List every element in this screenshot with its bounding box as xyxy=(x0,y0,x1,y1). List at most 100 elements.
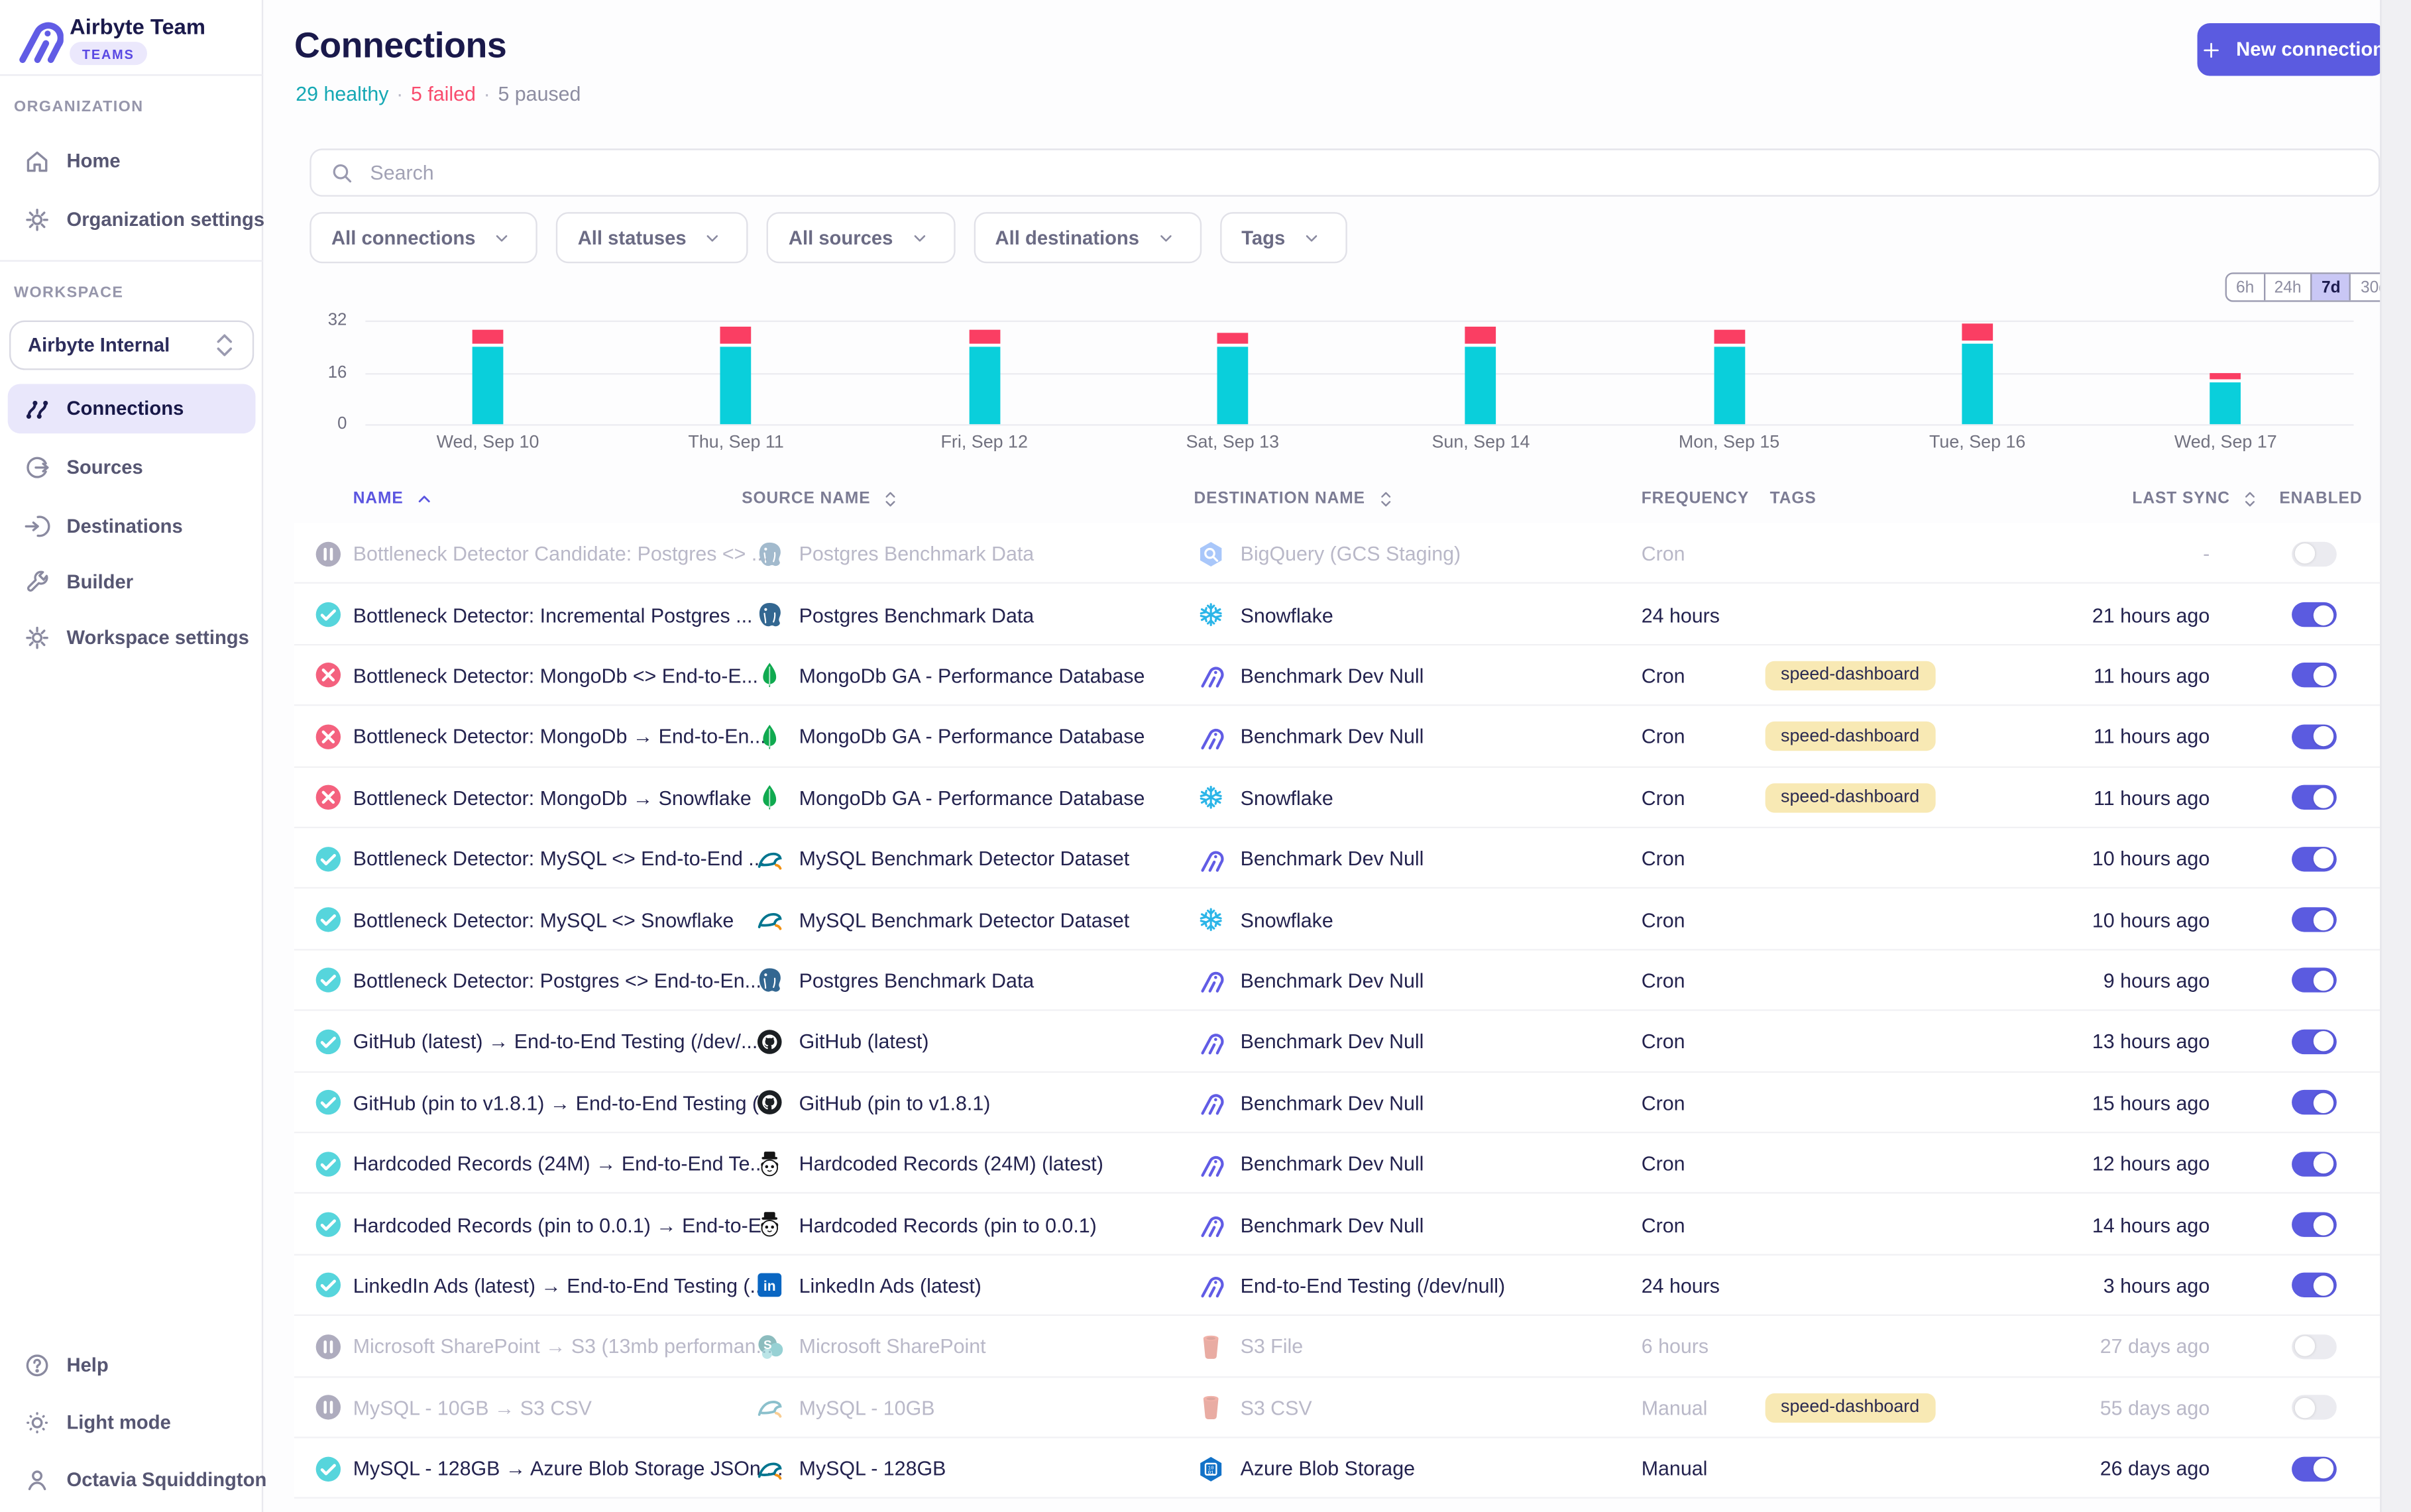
chart-bar-failed[interactable] xyxy=(472,330,504,344)
enabled-toggle[interactable] xyxy=(2292,785,2337,810)
enabled-toggle[interactable] xyxy=(2292,663,2337,688)
chart-bar-succeeded[interactable] xyxy=(2210,382,2241,425)
destination-cell xyxy=(1197,1377,1225,1438)
column-header-last_sync[interactable]: LAST SYNC xyxy=(2132,489,2264,508)
s3-icon xyxy=(1197,1332,1225,1360)
chart-bar-failed[interactable] xyxy=(2210,372,2241,379)
new-connection-button[interactable]: New connection xyxy=(2197,23,2385,76)
time-range-option-7d[interactable]: 7d xyxy=(2310,274,2350,301)
connection-row[interactable]: Hardcoded Records (24M) → End-to-End Te.… xyxy=(294,1133,2381,1195)
status-cell xyxy=(315,645,341,706)
connection-row[interactable]: LinkedIn Ads (latest) → End-to-End Testi… xyxy=(294,1255,2381,1317)
connection-row[interactable]: Bottleneck Detector: MongoDb → End-to-En… xyxy=(294,706,2381,767)
filter-dropdown-tags[interactable]: Tags xyxy=(1219,212,1347,264)
tag-chip[interactable]: speed-dashboard xyxy=(1765,783,1935,813)
chart-xlabel: Tue, Sep 16 xyxy=(1929,433,2026,453)
scrollbar-track[interactable] xyxy=(2380,0,2411,1512)
connection-row[interactable]: Bottleneck Detector: Postgres <> End-to-… xyxy=(294,950,2381,1012)
destination-cell xyxy=(1197,1194,1225,1255)
enabled-toggle[interactable] xyxy=(2292,846,2337,871)
chart-bar-failed[interactable] xyxy=(968,330,1000,344)
column-header-frequency[interactable]: FREQUENCY xyxy=(1642,489,1749,508)
team-switcher-icon[interactable] xyxy=(226,23,254,51)
sidebar-item-help[interactable]: Help xyxy=(8,1340,256,1390)
enabled-toggle[interactable] xyxy=(2292,1395,2337,1421)
connection-row[interactable]: Bottleneck Detector: MySQL <> Snowflake M… xyxy=(294,889,2381,951)
chart-bar-succeeded[interactable] xyxy=(472,346,504,425)
chart-bar-succeeded[interactable] xyxy=(1465,346,1496,425)
column-header-enabled[interactable]: ENABLED xyxy=(2279,489,2362,508)
connections-icon xyxy=(23,395,51,423)
chart-bar-failed[interactable] xyxy=(1713,330,1745,344)
sidebar-item-light-mode[interactable]: Light mode xyxy=(8,1398,256,1448)
sidebar-item-builder[interactable]: Builder xyxy=(8,557,256,607)
connection-row[interactable]: Bottleneck Detector Candidate: Postgres … xyxy=(294,523,2381,584)
column-header-destination[interactable]: DESTINATION NAME xyxy=(1194,489,1399,508)
connection-row[interactable]: Bottleneck Detector: Incremental Postgre… xyxy=(294,584,2381,645)
chart-bar-succeeded[interactable] xyxy=(1962,343,1993,425)
connection-row[interactable]: Bottleneck Detector: MongoDb → Snowflake… xyxy=(294,767,2381,829)
status-cell xyxy=(315,889,341,950)
filter-dropdown-all-statuses[interactable]: All statuses xyxy=(556,212,749,264)
column-header-name[interactable]: NAME xyxy=(353,489,437,508)
enabled-toggle[interactable] xyxy=(2292,602,2337,627)
sidebar-item-organization-settings[interactable]: Organization settings xyxy=(8,195,264,244)
column-header-source[interactable]: SOURCE NAME xyxy=(742,489,905,508)
enabled-toggle[interactable] xyxy=(2292,541,2337,567)
plus-icon xyxy=(2198,40,2225,60)
filter-dropdown-all-destinations[interactable]: All destinations xyxy=(973,212,1202,264)
last-sync-value: 14 hours ago xyxy=(2092,1213,2210,1236)
enabled-toggle[interactable] xyxy=(2292,1456,2337,1482)
enabled-toggle[interactable] xyxy=(2292,968,2337,993)
sidebar-item-connections[interactable]: Connections xyxy=(7,384,256,434)
sidebar-item-sources[interactable]: Sources xyxy=(8,443,256,492)
tag-chip[interactable]: speed-dashboard xyxy=(1765,1393,1935,1423)
column-header-tags[interactable]: TAGS xyxy=(1770,489,1817,508)
search-input[interactable] xyxy=(370,161,2379,185)
filter-dropdown-all-sources[interactable]: All sources xyxy=(767,212,955,264)
enabled-toggle[interactable] xyxy=(2292,1029,2337,1054)
connection-row[interactable]: GitHub (latest) → End-to-End Testing (/d… xyxy=(294,1011,2381,1073)
connection-row[interactable]: Bottleneck Detector: MongoDb <> End-to-E… xyxy=(294,645,2381,706)
tag-chip[interactable]: speed-dashboard xyxy=(1765,722,1935,752)
enabled-toggle[interactable] xyxy=(2292,1334,2337,1360)
enabled-toggle[interactable] xyxy=(2292,1151,2337,1177)
last-sync-value: 3 hours ago xyxy=(2103,1273,2210,1297)
frequency-value: 24 hours xyxy=(1641,603,1720,627)
time-range-option-24h[interactable]: 24h xyxy=(2263,274,2310,301)
sidebar-item-destinations[interactable]: Destinations xyxy=(8,502,256,551)
failed-status-icon xyxy=(315,663,341,688)
chart-bar-failed[interactable] xyxy=(1465,327,1496,344)
connection-row[interactable]: GitHub (pin to v1.8.1) → End-to-End Test… xyxy=(294,1072,2381,1134)
filter-dropdown-all-connections[interactable]: All connections xyxy=(309,212,537,264)
connection-row[interactable]: Bottleneck Detector: MySQL <> End-to-End… xyxy=(294,828,2381,890)
destination-cell xyxy=(1197,767,1225,828)
hardcoded-records-icon xyxy=(756,1211,783,1238)
chart-bar-failed[interactable] xyxy=(1962,323,1993,341)
chart-bar-failed[interactable] xyxy=(1217,333,1249,344)
tag-chip[interactable]: speed-dashboard xyxy=(1765,661,1935,691)
source-cell: S xyxy=(756,1316,783,1377)
chart-bar-succeeded[interactable] xyxy=(968,346,1000,425)
sidebar-item-home[interactable]: Home xyxy=(8,136,256,186)
destination-cell xyxy=(1197,1255,1225,1316)
workspace-selector[interactable]: Airbyte Internal xyxy=(9,320,254,370)
chart-bar-failed[interactable] xyxy=(720,327,752,344)
chart-bar-succeeded[interactable] xyxy=(1713,346,1745,425)
enabled-toggle[interactable] xyxy=(2292,724,2337,749)
chart-bar-succeeded[interactable] xyxy=(1217,346,1249,425)
sidebar-item-user[interactable]: Octavia Squiddington xyxy=(8,1455,266,1505)
time-range-option-6h[interactable]: 6h xyxy=(2235,278,2255,297)
connection-row[interactable]: MySQL - 10GB → S3 CSV MySQL - 10GB S3 CSV M… xyxy=(294,1377,2381,1438)
enabled-toggle[interactable] xyxy=(2292,1090,2337,1115)
connection-row[interactable]: Hardcoded Records (pin to 0.0.1) → End-t… xyxy=(294,1194,2381,1256)
enabled-toggle[interactable] xyxy=(2292,1273,2337,1299)
chart-bar-succeeded[interactable] xyxy=(720,346,752,425)
enabled-toggle[interactable] xyxy=(2292,907,2337,932)
enabled-toggle[interactable] xyxy=(2292,1212,2337,1238)
toggle-knob xyxy=(2313,604,2334,625)
connection-row[interactable]: MySQL - 128GB → Azure Blob Storage JSOn … xyxy=(294,1438,2381,1499)
airbyte-icon xyxy=(1197,967,1225,995)
connection-row[interactable]: Microsoft SharePoint → S3 (13mb performa… xyxy=(294,1316,2381,1377)
sidebar-item-workspace-settings[interactable]: Workspace settings xyxy=(8,613,256,663)
